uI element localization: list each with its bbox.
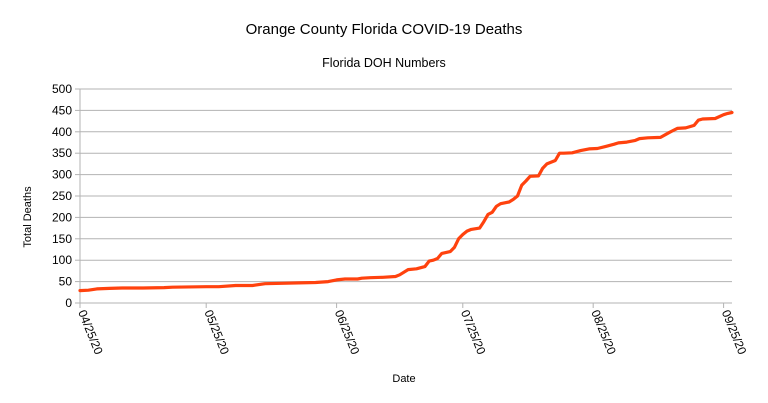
y-tick-label: 450 [52, 103, 72, 117]
x-tick-label: 04/25/20 [75, 308, 106, 357]
y-tick-label: 50 [59, 275, 73, 289]
series-line-total-deaths [78, 110, 734, 293]
chart-title: Orange County Florida COVID-19 Deaths [246, 21, 523, 38]
y-tick-label: 100 [52, 253, 72, 267]
x-tick-label: 09/25/20 [719, 308, 750, 357]
axes [75, 88, 732, 308]
y-tick-label: 150 [52, 232, 72, 246]
y-tick-label: 350 [52, 146, 72, 160]
x-tick-label: 06/25/20 [332, 308, 363, 357]
y-tick-label: 400 [52, 125, 72, 139]
y-tick-label: 0 [65, 296, 72, 310]
x-axis-label: Date [392, 373, 415, 385]
x-tick-label: 05/25/20 [201, 308, 232, 357]
y-axis-label: Total Deaths [22, 186, 34, 248]
gridlines [80, 88, 732, 283]
x-tick-labels: 04/25/20 05/25/20 06/25/20 07/25/20 08/25/20… [75, 308, 749, 357]
y-tick-labels: 0 50 100 150 200 250 300 350 400 450 500 [52, 82, 72, 310]
x-tick-label: 08/25/20 [588, 308, 619, 357]
series [78, 110, 734, 293]
y-tick-label: 200 [52, 210, 72, 224]
y-tick-label: 300 [52, 168, 72, 182]
y-tick-label: 500 [52, 82, 72, 96]
y-tick-label: 250 [52, 189, 72, 203]
x-tick-label: 07/25/20 [458, 308, 489, 357]
chart-subtitle: Florida DOH Numbers [322, 56, 446, 70]
